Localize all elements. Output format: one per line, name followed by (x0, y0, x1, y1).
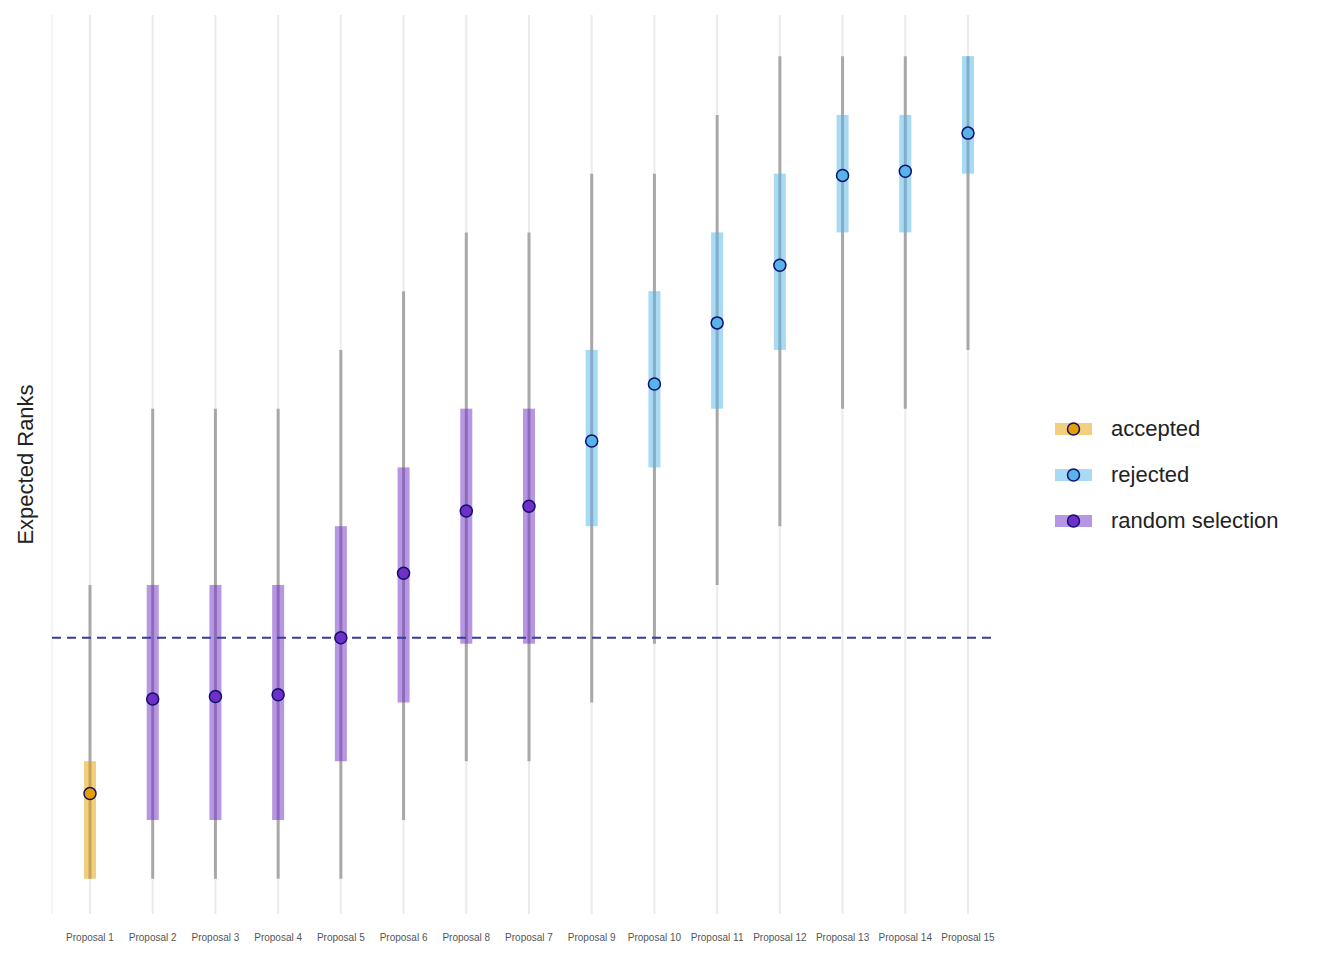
x-tick-label: Proposal 5 (317, 932, 365, 943)
point (335, 632, 347, 644)
legend: accepted rejected random selection (1055, 416, 1279, 533)
inner-intervals (84, 56, 974, 879)
inner-interval (774, 174, 786, 350)
x-tick-label: Proposal 1 (66, 932, 114, 943)
chart: Proposal 1 Proposal 2 Proposal 3 Proposal 4… (0, 0, 1344, 960)
inner-interval (272, 585, 284, 820)
grid-line (403, 15, 405, 914)
point (586, 435, 598, 447)
inner-interval (147, 585, 159, 820)
y-axis-line (52, 15, 53, 914)
point (272, 689, 284, 701)
grid-line (340, 15, 342, 914)
inner-interval (648, 291, 660, 467)
point (398, 567, 410, 579)
point (648, 378, 660, 390)
legend-marker (1068, 423, 1080, 435)
reference-line (52, 637, 997, 639)
inner-interval (335, 526, 347, 761)
x-tick-label: Proposal 12 (753, 932, 807, 943)
x-tick-label: Proposal 8 (442, 932, 490, 943)
point (209, 691, 221, 703)
x-tick-label: Proposal 9 (568, 932, 616, 943)
point (899, 165, 911, 177)
inner-interval (209, 585, 221, 820)
x-tick-label: Proposal 11 (691, 932, 744, 943)
x-tick-label: Proposal 3 (192, 932, 240, 943)
grid-line (716, 15, 718, 914)
point (84, 788, 96, 800)
inner-interval (586, 350, 598, 526)
inner-interval (899, 115, 911, 233)
x-tick-label: Proposal 15 (941, 932, 995, 943)
point (523, 500, 535, 512)
legend-label: rejected (1111, 462, 1189, 487)
y-axis-label: Expected Ranks (13, 384, 38, 544)
outer-intervals (90, 56, 968, 879)
plot-area (52, 56, 997, 879)
point (774, 259, 786, 271)
x-tick-label: Proposal 14 (879, 932, 933, 943)
outer-interval (904, 56, 907, 409)
inner-interval (837, 115, 849, 233)
inner-interval (398, 467, 410, 702)
points (84, 127, 974, 799)
legend-swatch (1055, 469, 1092, 481)
legend-swatch (1055, 423, 1092, 435)
x-tick-label: Proposal 4 (254, 932, 302, 943)
inner-interval (84, 761, 96, 879)
legend-marker (1068, 469, 1080, 481)
point (711, 317, 723, 329)
inner-interval (460, 409, 472, 644)
x-tick-label: Proposal 7 (505, 932, 553, 943)
legend-swatch (1055, 515, 1092, 527)
inner-interval (523, 409, 535, 644)
point (460, 505, 472, 517)
outer-interval (841, 56, 844, 409)
point (962, 127, 974, 139)
legend-label: accepted (1111, 416, 1200, 441)
grid (90, 15, 968, 914)
inner-interval (962, 56, 974, 174)
x-tick-label: Proposal 6 (380, 932, 428, 943)
reference (52, 637, 997, 638)
point (837, 169, 849, 181)
x-tick-label: Proposal 10 (628, 932, 682, 943)
point (147, 693, 159, 705)
legend-label: random selection (1111, 508, 1279, 533)
legend-marker (1068, 515, 1080, 527)
x-tick-label: Proposal 2 (129, 932, 177, 943)
x-tick-label: Proposal 13 (816, 932, 870, 943)
inner-interval (711, 232, 723, 408)
grid-line (779, 15, 781, 914)
